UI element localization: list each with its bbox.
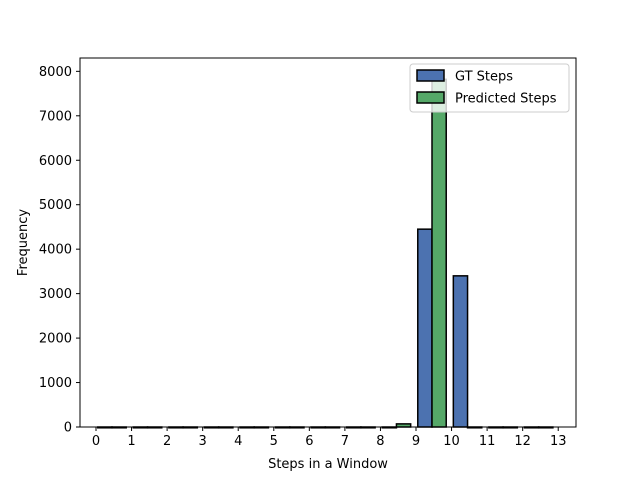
y-tick-label: 5000 xyxy=(39,198,72,213)
legend-swatch-predicted-steps xyxy=(416,91,445,104)
y-tick-label: 2000 xyxy=(39,332,72,347)
x-tick-label: 7 xyxy=(341,434,349,449)
legend-box xyxy=(409,63,570,113)
legend: GT Steps Predicted Steps xyxy=(409,63,570,113)
y-tick-label: 6000 xyxy=(39,154,72,169)
legend-label-predicted-steps: Predicted Steps xyxy=(455,92,557,107)
x-tick-label: 3 xyxy=(199,434,207,449)
x-tick-label: 6 xyxy=(305,434,313,449)
y-tick-label: 4000 xyxy=(39,243,72,258)
x-tick-label: 8 xyxy=(376,434,384,449)
y-axis-title: Frequency xyxy=(16,209,31,276)
bar-predicted-steps-9 xyxy=(431,78,447,428)
x-tick-label: 13 xyxy=(550,434,567,449)
x-tick-label: 4 xyxy=(234,434,242,449)
x-tick-label: 5 xyxy=(270,434,278,449)
x-tick-label: 11 xyxy=(479,434,496,449)
x-tick-label: 10 xyxy=(443,434,460,449)
y-tick-label: 3000 xyxy=(39,287,72,302)
legend-label-gt-steps: GT Steps xyxy=(455,70,513,85)
x-tick-label: 9 xyxy=(412,434,420,449)
x-tick-label: 2 xyxy=(163,434,171,449)
bar-gt-steps-10 xyxy=(452,275,469,428)
y-tick-label: 1000 xyxy=(39,376,72,391)
bar-gt-steps-9 xyxy=(417,228,433,428)
legend-swatch-gt-steps xyxy=(416,69,445,82)
y-tick-label: 8000 xyxy=(39,65,72,80)
x-tick-label: 12 xyxy=(514,434,531,449)
bars-layer xyxy=(97,78,554,429)
x-tick-label: 1 xyxy=(127,434,135,449)
ticks-layer: 0 1 2 3 4 5 6 7 8 9 10 11 12 130100020003000400050006… xyxy=(39,65,567,449)
y-tick-label: 7000 xyxy=(39,109,72,124)
x-axis-title: Steps in a Window xyxy=(268,457,388,472)
y-tick-label: 0 xyxy=(64,421,72,436)
x-tick-label: 0 xyxy=(92,434,100,449)
axes-frame xyxy=(79,57,577,428)
